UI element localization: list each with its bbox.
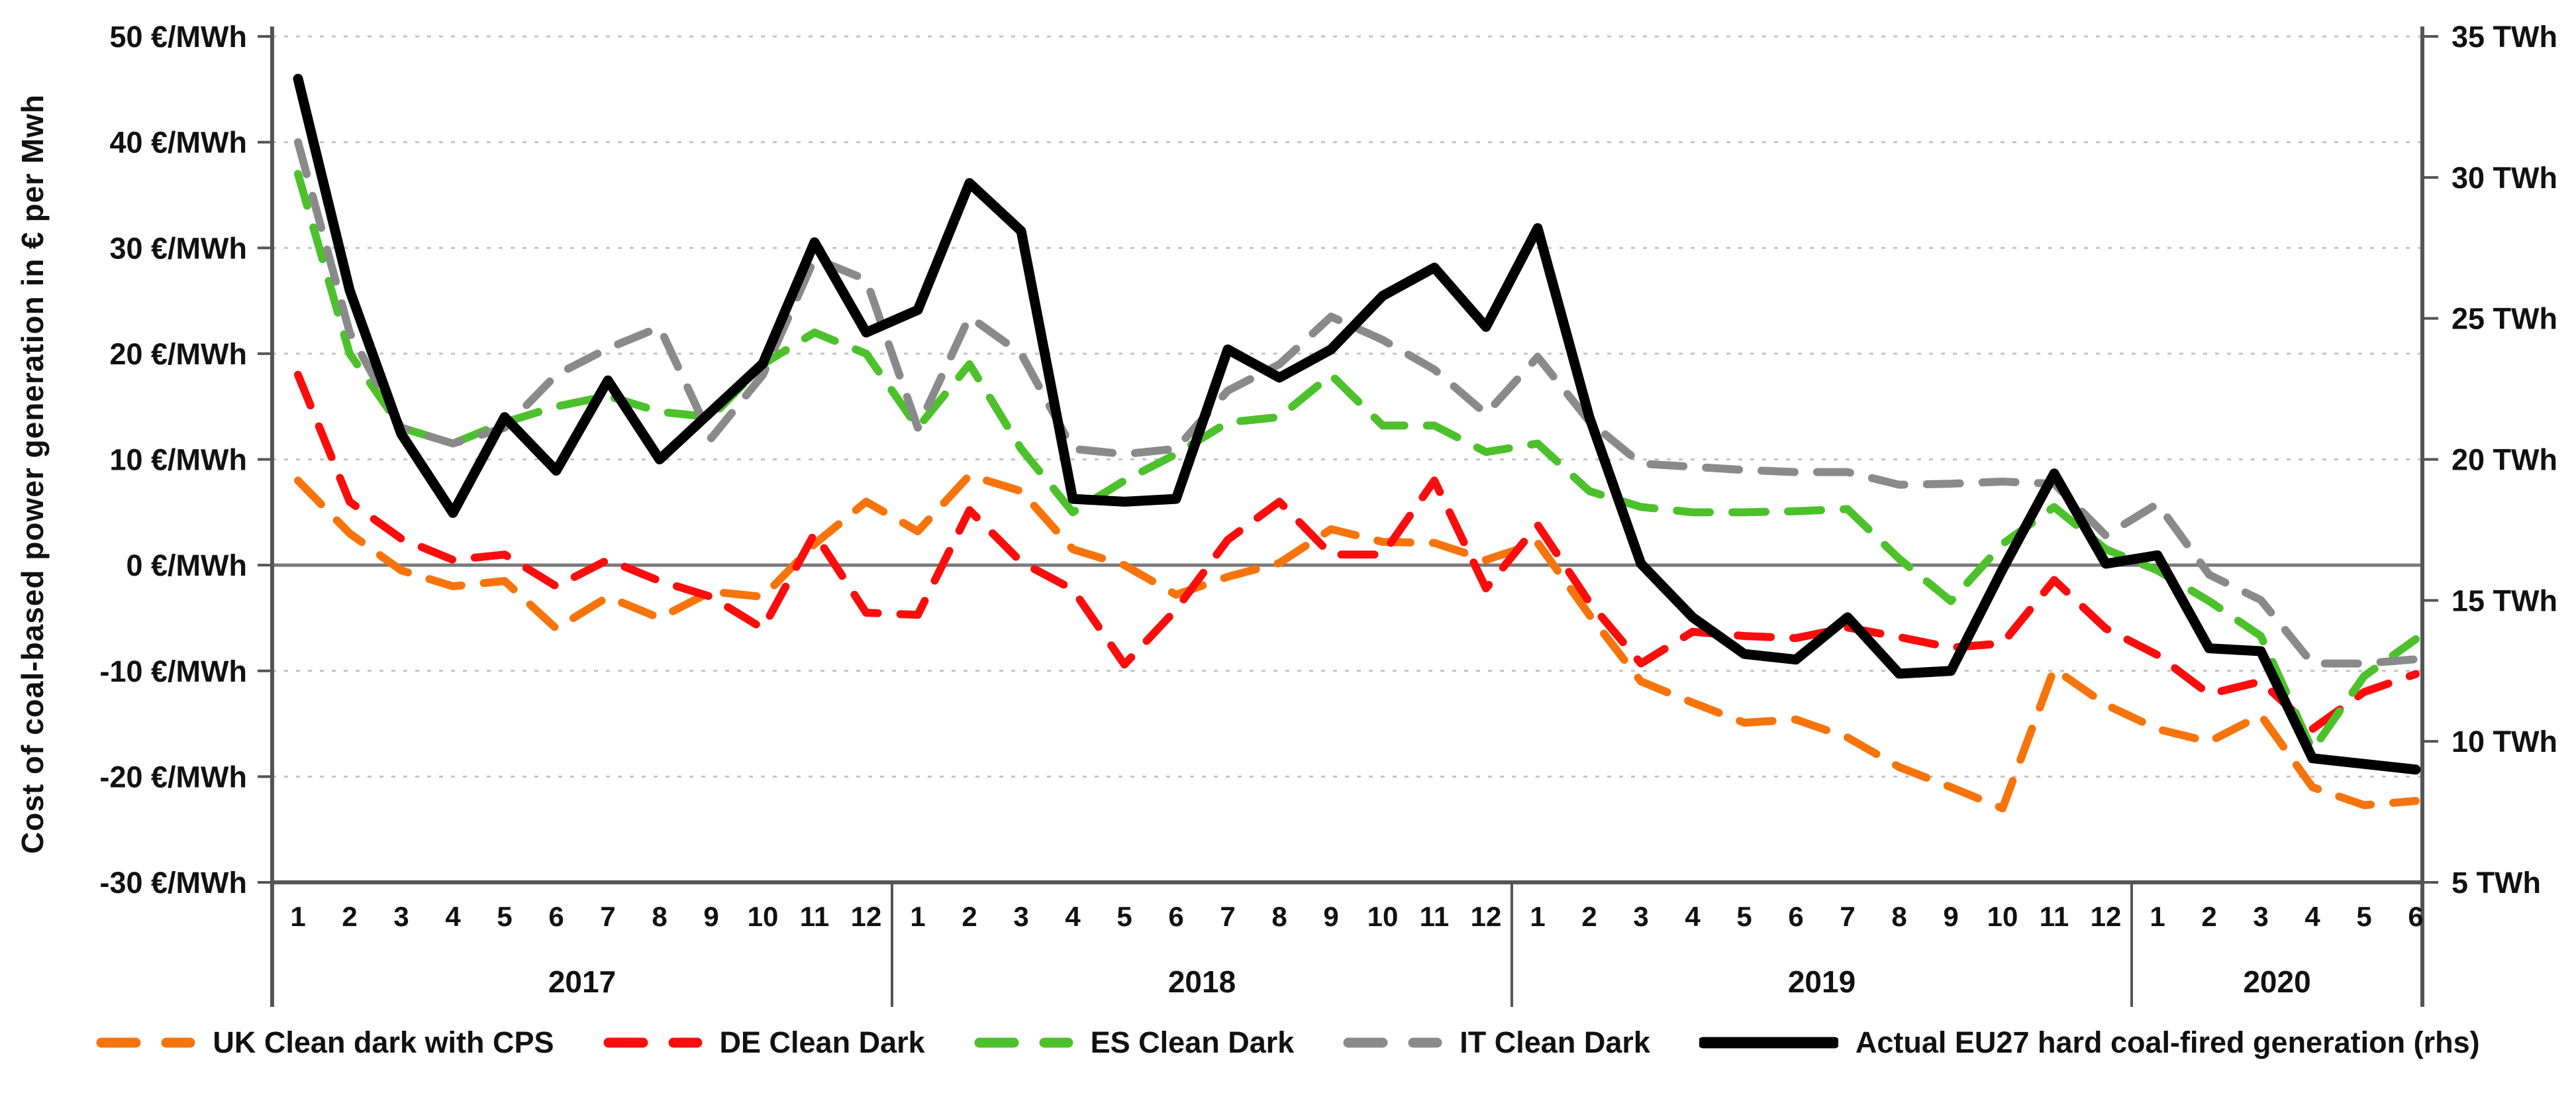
left-axis-tick-label: 50 €/MWh: [109, 20, 247, 54]
left-axis-tick-label: -30 €/MWh: [99, 866, 247, 900]
month-tick-label: 10: [748, 901, 779, 932]
legend-swatch-dashed-orange: [96, 1037, 195, 1048]
month-tick-label: 5: [2356, 901, 2371, 932]
month-tick-label: 5: [497, 901, 512, 932]
month-tick-label: 7: [1840, 901, 1855, 932]
series-line-4: [293, 74, 2421, 775]
month-tick-label: 9: [1943, 901, 1958, 932]
month-tick-label: 9: [1323, 901, 1338, 932]
right-axis-tick-label: 10 TWh: [2452, 725, 2557, 758]
month-tick-label: 4: [445, 901, 461, 932]
legend-swatch-dashed-red: [603, 1037, 703, 1048]
month-tick-label: 2: [2201, 901, 2216, 932]
left-axis-tick-label: 40 €/MWh: [109, 126, 247, 160]
series-line-2: [294, 170, 2420, 755]
month-tick-label: 4: [1065, 901, 1081, 932]
month-tick-label: 1: [1530, 901, 1545, 932]
year-label: 2020: [2243, 965, 2310, 999]
month-tick-label: 3: [2253, 901, 2268, 932]
month-tick-label: 1: [290, 901, 305, 932]
month-tick-label: 4: [1685, 901, 1701, 932]
month-tick-label: 3: [1013, 901, 1028, 932]
month-tick-label: 3: [393, 901, 409, 932]
month-tick-label: 10: [1987, 901, 2018, 932]
month-tick-label: 8: [1891, 901, 1907, 932]
month-tick-label: 6: [1788, 901, 1803, 932]
month-tick-label: 6: [1168, 901, 1183, 932]
month-tick-label: 2: [342, 901, 357, 932]
left-axis-tick-label: 10 €/MWh: [109, 443, 247, 477]
right-axis-tick-label: 15 TWh: [2452, 584, 2557, 617]
month-tick-label: 7: [600, 901, 615, 932]
legend-swatch-dashed-gray: [1343, 1037, 1442, 1048]
left-axis-tick-label: -10 €/MWh: [99, 654, 247, 688]
legend-label: DE Clean Dark: [719, 1025, 925, 1059]
right-axis-tick-label: 35 TWh: [2452, 20, 2557, 54]
month-tick-label: 10: [1367, 901, 1399, 932]
month-tick-label: 6: [2408, 901, 2423, 932]
year-label: 2018: [1168, 965, 1236, 999]
right-axis-tick-label: 5 TWh: [2452, 866, 2541, 900]
month-tick-label: 2: [962, 901, 977, 932]
series-line-0: [294, 471, 2420, 813]
legend-swatch-solid-black: [1699, 1037, 1838, 1049]
legend-item-uk-clean-dark-with-cps: UK Clean dark with CPS: [96, 1025, 554, 1060]
legend-label: Actual EU27 hard coal-fired generation (…: [1855, 1025, 2480, 1059]
month-tick-label: 4: [2304, 901, 2320, 932]
legend-label: UK Clean dark with CPS: [213, 1025, 554, 1059]
month-tick-label: 12: [1471, 901, 1502, 932]
legend-label: ES Clean Dark: [1090, 1025, 1295, 1059]
right-axis-tick-label: 30 TWh: [2452, 161, 2557, 195]
series-line-1: [294, 370, 2420, 733]
left-axis-tick-label: -20 €/MWh: [99, 760, 247, 794]
right-axis-tick-label: 20 TWh: [2452, 443, 2557, 477]
legend-label: IT Clean Dark: [1460, 1025, 1650, 1059]
legend-item-actual-eu27-generation: Actual EU27 hard coal-fired generation (…: [1699, 1025, 2480, 1060]
month-tick-label: 5: [1116, 901, 1132, 932]
year-label: 2019: [1788, 965, 1856, 999]
month-tick-label: 12: [851, 901, 882, 932]
month-tick-label: 2: [1581, 901, 1597, 932]
month-tick-label: 1: [2150, 901, 2165, 932]
left-axis-tick-label: 30 €/MWh: [109, 231, 247, 265]
legend-item-es-clean-dark: ES Clean Dark: [974, 1025, 1295, 1060]
month-tick-label: 12: [2091, 901, 2122, 932]
month-tick-label: 5: [1736, 901, 1752, 932]
month-tick-label: 9: [703, 901, 718, 932]
month-tick-label: 6: [548, 901, 564, 932]
left-axis-tick-label: 0 €/MWh: [126, 548, 247, 582]
right-axis-tick-label: 25 TWh: [2452, 302, 2557, 336]
month-tick-label: 1: [910, 901, 925, 932]
legend-swatch-dashed-green: [974, 1037, 1073, 1048]
chart-legend: UK Clean dark with CPS DE Clean Dark ES …: [0, 1025, 2576, 1060]
left-axis-tick-label: 20 €/MWh: [109, 337, 247, 371]
legend-item-de-clean-dark: DE Clean Dark: [603, 1025, 925, 1060]
month-tick-label: 3: [1633, 901, 1648, 932]
month-tick-label: 8: [652, 901, 667, 932]
month-tick-label: 8: [1271, 901, 1287, 932]
month-tick-label: 7: [1220, 901, 1235, 932]
legend-item-it-clean-dark: IT Clean Dark: [1343, 1025, 1650, 1060]
month-tick-label: 11: [2040, 901, 2069, 932]
year-label: 2017: [548, 965, 616, 999]
month-tick-label: 11: [800, 901, 829, 932]
month-tick-label: 11: [1420, 901, 1449, 932]
